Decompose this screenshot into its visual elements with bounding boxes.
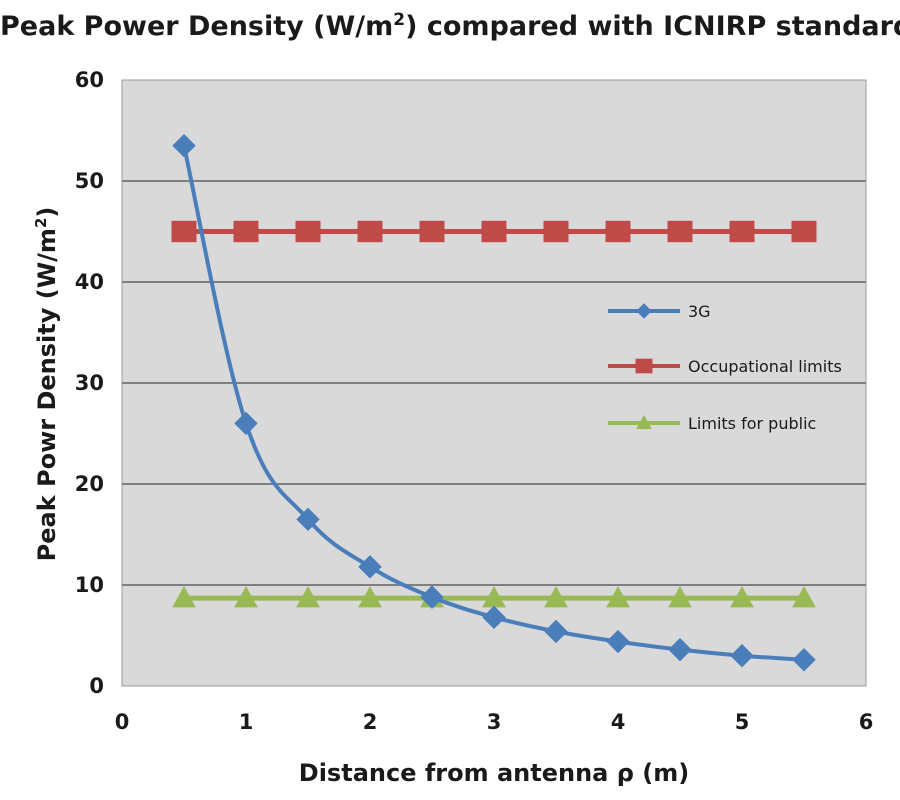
legend-label: Limits for public [688, 414, 816, 433]
y-tick-label: 60 [75, 68, 104, 92]
data-point [605, 220, 631, 243]
y-tick-label: 10 [75, 573, 104, 597]
data-point [792, 648, 816, 672]
x-tick-label: 2 [363, 710, 378, 734]
data-point [667, 220, 693, 243]
data-point [358, 586, 382, 608]
data-point [606, 586, 630, 608]
y-axis-label-superscript: 2 [32, 218, 50, 228]
data-point [544, 619, 568, 644]
data-point [543, 220, 569, 243]
data-point [791, 220, 817, 243]
y-tick-label: 50 [75, 169, 104, 193]
legend: 3G Occupational limits Limits for public [608, 302, 842, 433]
legend-item: 3G [608, 302, 711, 321]
data-point [358, 555, 382, 579]
data-point [606, 629, 630, 654]
data-point [419, 220, 445, 243]
data-point [544, 586, 568, 608]
data-point [420, 585, 444, 609]
data-point [357, 220, 383, 243]
data-point [730, 643, 754, 668]
series-occupational-limits [171, 220, 817, 243]
legend-label: Occupational limits [688, 357, 842, 376]
data-point [296, 507, 320, 532]
x-tick-label: 4 [611, 710, 626, 734]
y-tick-label: 30 [75, 371, 104, 395]
y-tick-label: 20 [75, 472, 104, 496]
x-axis-label: Distance from antenna ρ (m) [299, 759, 689, 787]
data-point [234, 586, 258, 608]
legend-marker [635, 358, 653, 374]
data-point [730, 586, 754, 608]
y-tick-labels: 0 10 20 30 40 50 60 [75, 68, 104, 698]
data-point [482, 605, 506, 630]
y-axis-label-text: Peak Powr Density (W/m [33, 228, 61, 561]
chart-title: Peak Power Density (W/m2) compared with … [0, 10, 900, 42]
y-tick-label: 0 [89, 674, 104, 698]
legend-label: 3G [688, 302, 711, 321]
data-point [792, 586, 816, 608]
data-point [234, 411, 258, 436]
x-tick-label: 0 [115, 710, 130, 734]
chart-title-superscript: 2 [393, 10, 406, 30]
series-3g [172, 133, 816, 672]
series-layer [171, 133, 817, 672]
data-point [172, 133, 196, 158]
data-point [296, 586, 320, 608]
data-point [668, 586, 692, 608]
legend-item: Limits for public [608, 414, 816, 433]
data-point [295, 220, 321, 243]
data-point [481, 220, 507, 243]
data-point [172, 586, 196, 608]
data-point [171, 220, 197, 243]
x-tick-label: 6 [859, 710, 874, 734]
data-point [668, 637, 692, 662]
legend-marker [636, 414, 652, 430]
y-axis-label-tail: ) [33, 207, 61, 218]
y-axis-label: Peak Powr Density (W/m2) [32, 207, 61, 562]
data-point [233, 220, 259, 243]
legend-item: Occupational limits [608, 357, 842, 376]
chart-title-text: Peak Power Density (W/m [0, 11, 394, 42]
y-tick-label: 40 [75, 270, 104, 294]
gridlines [122, 180, 866, 586]
x-tick-label: 5 [735, 710, 750, 734]
data-point [729, 220, 755, 243]
x-tick-label: 1 [239, 710, 254, 734]
x-tick-labels: 0 1 2 3 4 5 6 [115, 710, 874, 734]
x-tick-label: 3 [487, 710, 502, 734]
legend-marker [636, 303, 652, 319]
chart-title-tail: ) compared with ICNIRP standards [405, 11, 900, 42]
